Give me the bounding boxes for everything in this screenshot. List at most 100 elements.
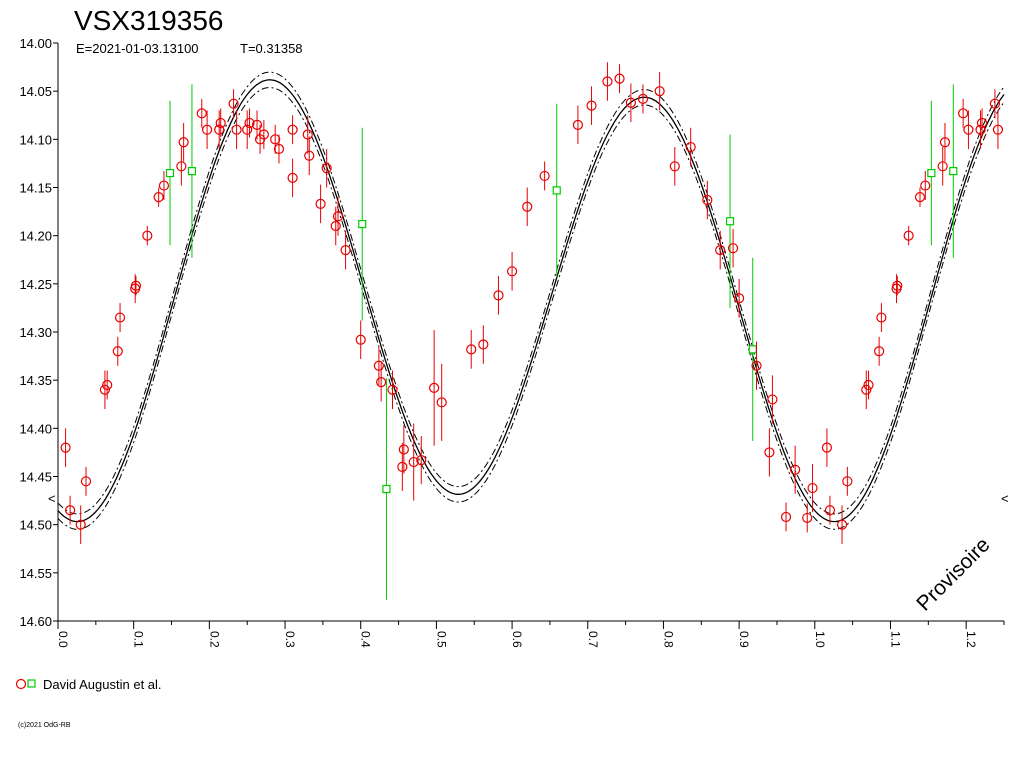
legend-square-marker [27, 679, 36, 688]
y-tick-label: 14.00 [19, 36, 52, 51]
data-point-circle [112, 346, 123, 357]
data-point-square [927, 168, 936, 178]
data-point-circle [989, 98, 1001, 109]
data-point-circle [466, 344, 477, 355]
data-point-circle [65, 505, 76, 516]
data-point-circle [790, 464, 801, 475]
x-tick-label: 0.3 [283, 631, 297, 648]
data-point-circle [702, 194, 713, 206]
x-tick-label: 1.2 [964, 631, 978, 648]
data-point-circle [992, 124, 1004, 135]
x-tick-label: 0.4 [359, 631, 373, 648]
data-point-circle [330, 220, 341, 232]
data-point-circle [80, 476, 92, 487]
x-tick-label: 0.8 [661, 631, 675, 648]
data-point-circle [821, 442, 833, 453]
data-point-circle [874, 346, 885, 357]
epoch-label: E=2021-01-03.13100 [76, 41, 199, 56]
data-point-circle [321, 163, 332, 174]
data-point-circle [824, 505, 836, 516]
x-tick-label: 0.2 [207, 631, 221, 648]
y-tick-label: 14.35 [19, 373, 52, 388]
x-tick-label: 1.0 [813, 631, 827, 648]
data-point-circle [625, 97, 636, 108]
data-point-circle [355, 334, 366, 345]
data-point-circle [727, 243, 739, 254]
data-point-circle [244, 117, 255, 129]
data-point-square [165, 168, 175, 178]
y-tick-label: 14.55 [19, 566, 52, 581]
data-point-circle [914, 192, 926, 203]
x-tick-label: 0.9 [737, 631, 751, 648]
data-point-circle [903, 230, 914, 241]
legend-circle-marker [15, 678, 27, 690]
data-point-circle [669, 161, 680, 172]
data-point-circle [373, 360, 384, 371]
fit-curves [57, 71, 1005, 530]
y-tick-label: 14.15 [19, 181, 52, 196]
data-point-circle [976, 117, 988, 129]
data-point-circle [130, 280, 142, 291]
data-point-circle [614, 73, 625, 84]
data-point-circle [572, 119, 584, 130]
copyright-text: (c)2021 OdG-RB [18, 722, 71, 729]
data-point-circle [975, 124, 986, 135]
green-series [165, 84, 958, 600]
data-point-circle [397, 461, 408, 472]
data-point-circle [215, 117, 226, 129]
data-point-circle [302, 129, 313, 140]
data-point-circle [764, 447, 775, 458]
data-point-circle [436, 397, 447, 408]
data-point-circle [258, 129, 269, 140]
x-tick-label: 0.5 [434, 631, 448, 648]
data-point-circle [807, 482, 818, 494]
axes [57, 43, 1004, 622]
data-point-circle [75, 519, 86, 530]
data-point-circle [416, 455, 427, 466]
period-label: T=0.31358 [240, 41, 303, 56]
data-point-circle [506, 266, 518, 277]
data-point-circle [304, 150, 315, 161]
fit-curve-mean [57, 79, 1005, 523]
data-point-circle [861, 384, 872, 395]
fit-curve-upper [57, 71, 1005, 515]
data-point-circle [376, 376, 387, 388]
fit-curve-lower [57, 86, 1005, 530]
data-point-circle [196, 108, 207, 119]
data-point-circle [892, 280, 903, 291]
y-tick-label: 14.30 [19, 325, 52, 340]
data-point-circle [539, 170, 550, 182]
y-tick-label: 14.25 [19, 277, 52, 292]
data-point-circle [939, 137, 951, 148]
data-point-circle [332, 211, 344, 222]
data-point-circle [920, 180, 931, 191]
edge-marker-right: < [1001, 491, 1009, 506]
data-point-circle [201, 124, 213, 135]
data-point-circle [586, 100, 597, 111]
x-tick-label: 1.1 [888, 631, 902, 648]
x-tick-label: 0.6 [510, 631, 524, 648]
data-point-square [725, 217, 735, 226]
data-point-circle [387, 384, 398, 395]
data-point-circle [142, 230, 153, 241]
data-point-circle [273, 143, 285, 155]
data-point-circle [767, 394, 778, 405]
data-point-circle [176, 161, 187, 172]
data-point-circle [751, 360, 762, 371]
data-point-circle [937, 161, 948, 172]
data-point-square [748, 345, 757, 354]
data-point-circle [876, 312, 887, 323]
y-tick-label: 14.05 [19, 84, 52, 99]
data-point-circle [270, 134, 281, 145]
x-tick-label: 0.0 [56, 631, 70, 648]
y-tick-label: 14.60 [19, 614, 52, 629]
data-point-circle [958, 108, 969, 119]
data-point-square [382, 484, 391, 494]
watermark-annotation: Provisoire [912, 533, 994, 615]
data-point-circle [802, 512, 813, 524]
legend: David Augustin et al. [15, 677, 162, 692]
data-point-circle [863, 379, 874, 391]
red-series [60, 62, 1004, 544]
data-point-circle [340, 245, 351, 256]
